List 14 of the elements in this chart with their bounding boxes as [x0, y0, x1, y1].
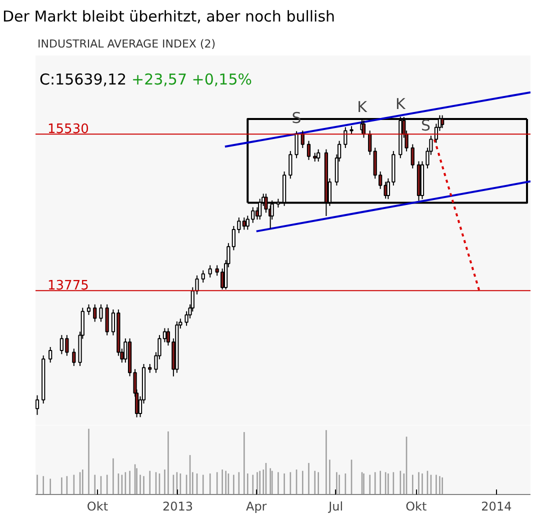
chart-subtitle: INDUSTRIAL AVERAGE INDEX (2)	[38, 38, 216, 50]
x-tick-label: 2014	[481, 500, 512, 514]
x-tick-label: Okt	[86, 500, 108, 514]
annotation: K	[357, 98, 368, 116]
x-tick-label: Apr	[246, 500, 267, 514]
x-tick-label: Okt	[406, 500, 427, 514]
annotation: K	[396, 94, 406, 113]
ref-line-label: 15530	[48, 122, 89, 138]
annotation: S	[420, 116, 431, 135]
chart-title: Der Markt bleibt überhitzt, aber noch bullish	[2, 8, 336, 26]
x-tick-label: Jul	[328, 500, 344, 514]
ref-line-label: 13775	[48, 278, 89, 294]
annotation: C:15639,12 +23,57 +0,15%	[40, 70, 252, 88]
x-tick-label: 2013	[162, 500, 194, 514]
